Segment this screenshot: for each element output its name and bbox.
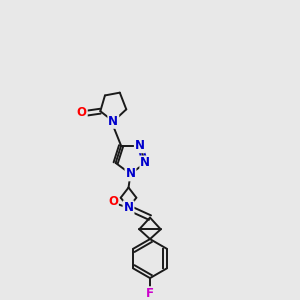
Text: O: O [108, 196, 118, 208]
Text: N: N [135, 139, 145, 152]
Text: N: N [125, 167, 136, 180]
Text: N: N [140, 157, 150, 169]
Text: O: O [77, 106, 87, 119]
Text: F: F [146, 287, 154, 300]
Text: N: N [108, 115, 118, 128]
Text: N: N [124, 201, 134, 214]
